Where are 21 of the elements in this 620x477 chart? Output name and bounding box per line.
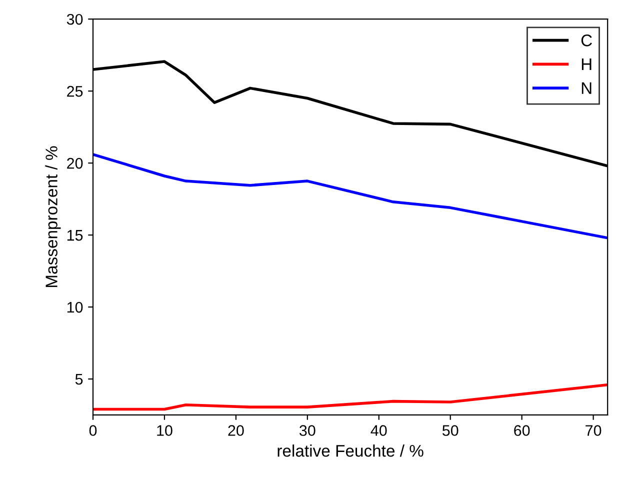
line-series <box>93 153 608 240</box>
x-tick-label: 70 <box>586 425 602 436</box>
y-tick-label: 30 <box>66 14 83 25</box>
x-axis-title: relative Feuchte / % <box>278 444 424 457</box>
y-axis-title: Massenprozent / % <box>45 146 61 287</box>
line-series <box>93 383 608 411</box>
y-tick-label: 25 <box>67 86 83 97</box>
legend-label: H <box>582 58 592 70</box>
legend-label: C <box>581 34 592 46</box>
x-tick-label: 40 <box>370 425 387 436</box>
x-tick-label: 0 <box>89 425 97 436</box>
x-tick-label: 20 <box>228 425 244 436</box>
y-tick-label: 5 <box>75 374 83 385</box>
y-tick-label: 10 <box>67 302 83 313</box>
x-tick-label: 50 <box>442 425 458 436</box>
y-tick-label: 15 <box>67 230 83 241</box>
x-tick-label: 30 <box>300 425 316 436</box>
y-tick-label: 20 <box>67 158 83 169</box>
legend-label: N <box>582 82 592 94</box>
x-tick-label: 10 <box>157 425 172 436</box>
x-tick-label: 60 <box>514 425 530 436</box>
